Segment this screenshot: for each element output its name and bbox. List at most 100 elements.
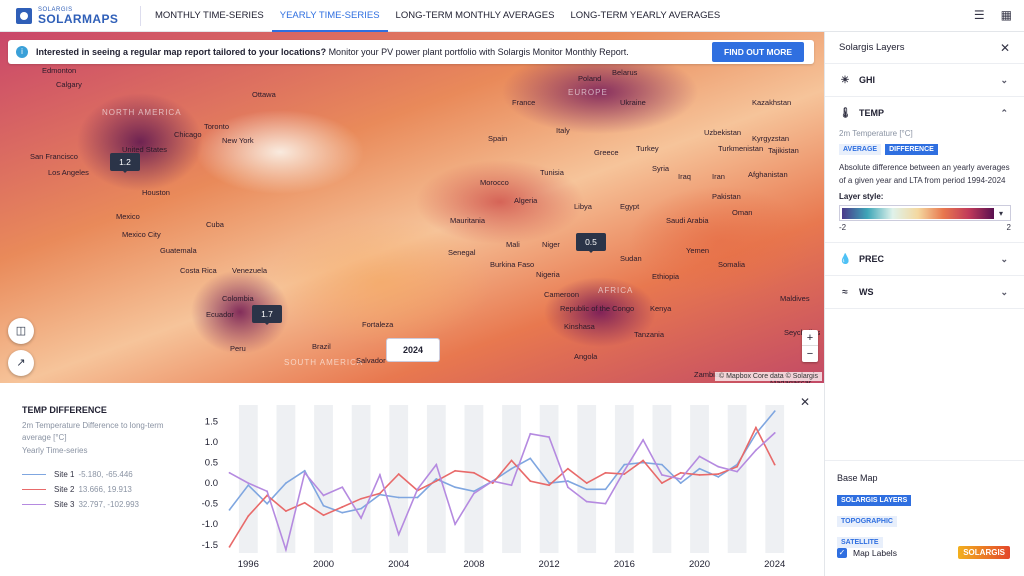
data-point (548, 484, 551, 487)
series-line (228, 425, 776, 548)
map-place-label: AFRICA (598, 286, 634, 295)
average-toggle[interactable]: AVERAGE (839, 144, 882, 155)
data-point (510, 484, 513, 487)
tab-long-term-yearly-averages[interactable]: LONG-TERM YEARLY AVERAGES (570, 9, 721, 21)
tab-yearly-time-series[interactable]: YEARLY TIME-SERIES (271, 0, 388, 32)
time-series-chart[interactable]: -1.5 -1.0 -0.5 0.0 0.5 1.0 1.5 1996 2000 2004 2008… (196, 395, 796, 575)
site-pin-2[interactable]: 0.5 (576, 233, 606, 253)
compare-view-button[interactable]: ◫ (8, 318, 34, 344)
map-place-label: Colombia (222, 294, 254, 303)
data-point (661, 463, 663, 466)
series-line (228, 410, 776, 514)
map[interactable]: Edmonton Calgary NORTH AMERICA Ottawa Toront… (0, 32, 824, 383)
zoom-out-button[interactable]: − (806, 348, 814, 360)
close-sidebar-button[interactable]: ✕ (1000, 41, 1010, 55)
close-panel-button[interactable]: ✕ (800, 395, 810, 409)
year-selector[interactable]: 2024 (386, 338, 440, 362)
map-place-label: Guatemala (160, 246, 197, 255)
chevron-down-icon: ⌄ (1000, 74, 1008, 85)
legend-site-coords: 13.666, 19.913 (78, 485, 132, 494)
legend-item[interactable]: Site 3 32.797, -102.993 (22, 497, 139, 512)
site-pin-1[interactable]: 1.2 (110, 153, 140, 173)
year-band (276, 405, 296, 553)
data-point (435, 478, 438, 480)
info-icon: i (16, 46, 28, 58)
map-place-label: Burkina Faso (490, 260, 535, 269)
y-tick-label: -1.0 (202, 519, 218, 530)
data-point (303, 469, 306, 472)
map-place-label: Brazil (312, 342, 331, 351)
map-place-label: Venezuela (232, 266, 268, 275)
base-map-satellite[interactable]: SATELLITE (837, 537, 883, 548)
map-place-label: Calgary (56, 80, 82, 89)
data-point (642, 439, 645, 441)
x-tick-label: 1996 (238, 559, 259, 570)
logo[interactable]: SOLARGIS SOLARMAPS (16, 7, 134, 25)
layers-icon[interactable]: ☰ (973, 8, 985, 22)
promo-banner: i Interested in seeing a regular map rep… (8, 40, 814, 64)
data-point (322, 494, 325, 497)
map-place-label: Kinshasa (564, 322, 595, 331)
difference-toggle[interactable]: DIFFERENCE (885, 144, 938, 155)
layer-style-label: Layer style: (839, 192, 884, 201)
map-labels-toggle[interactable]: ✓ Map Labels (837, 548, 897, 558)
chart-toggle-button[interactable]: ↗ (8, 350, 34, 376)
panel-title: TEMP DIFFERENCE (22, 405, 107, 415)
map-place-label: Tajikistan (768, 146, 799, 155)
tab-long-term-monthly-averages[interactable]: LONG-TERM MONTHLY AVERAGES (395, 9, 555, 21)
map-place-label: Spain (488, 134, 508, 143)
map-place-label: Algeria (514, 196, 538, 205)
layer-style-select[interactable]: ▾ (839, 205, 1011, 221)
layer-temp-header[interactable]: 🌡 TEMP ⌃ (825, 97, 1024, 129)
map-place-label: Poland (578, 74, 602, 83)
map-place-label: Fortaleza (362, 320, 394, 329)
chart-panel: TEMP DIFFERENCE 2m Temperature Differenc… (0, 383, 824, 576)
map-place-label: Ethiopia (652, 272, 680, 281)
banner-text: Interested in seeing a regular map repor… (36, 47, 629, 57)
layer-ghi-header[interactable]: ☀ GHI ⌄ (825, 64, 1024, 96)
map-place-label: Iran (712, 172, 725, 181)
data-point (585, 488, 588, 491)
data-point (548, 436, 551, 438)
zoom-in-button[interactable]: + (802, 330, 818, 346)
site-pin-3[interactable]: 1.7 (252, 305, 282, 325)
layer-prec-header[interactable]: 💧 PREC ⌄ (825, 243, 1024, 275)
x-tick-label: 2000 (313, 559, 334, 570)
map-place-label: Saudi Arabia (666, 216, 709, 225)
x-tick-label: 2020 (689, 559, 710, 570)
legend-item[interactable]: Site 2 13.666, 19.913 (22, 482, 139, 497)
find-out-more-button[interactable]: FIND OUT MORE (712, 42, 804, 62)
y-tick-label: -0.5 (202, 499, 218, 510)
data-point (303, 501, 306, 504)
layer-label: TEMP (859, 108, 885, 118)
map-place-label: Iraq (678, 172, 691, 181)
data-point (661, 482, 663, 485)
base-map-topographic[interactable]: TOPOGRAPHIC (837, 516, 897, 527)
layer-ws-header[interactable]: ≈ WS ⌄ (825, 276, 1024, 308)
grid-apps-icon[interactable]: ▦ (1000, 8, 1012, 22)
scale-min: -2 (839, 223, 847, 232)
checkbox-checked-icon[interactable]: ✓ (837, 548, 847, 558)
data-point (416, 496, 419, 499)
data-point (379, 473, 381, 476)
top-bar: SOLARGIS SOLARMAPS MONTHLY TIME-SERIES Y… (0, 0, 1024, 32)
data-point (303, 471, 306, 474)
map-place-label: Morocco (480, 178, 509, 187)
data-point (435, 463, 438, 466)
map-place-label: Kazakhstan (752, 98, 792, 107)
data-point (567, 480, 569, 482)
base-map-title: Base Map (837, 473, 878, 483)
map-place-label: Ottawa (252, 90, 276, 99)
solargis-brand-logo[interactable]: SOLARGIS (958, 546, 1010, 559)
map-place-label: Italy (556, 126, 570, 135)
map-place-label: Edmonton (42, 66, 77, 75)
data-point (322, 504, 325, 507)
base-map-solargis-layers[interactable]: SOLARGIS LAYERS (837, 495, 912, 506)
chevron-down-icon: ⌄ (1000, 286, 1008, 297)
legend-item[interactable]: Site 1 -5.180, -65.446 (22, 467, 139, 482)
map-place-label: Greece (594, 148, 619, 157)
data-point (661, 473, 663, 476)
tab-monthly-time-series[interactable]: MONTHLY TIME-SERIES (155, 9, 264, 21)
data-point (755, 432, 757, 435)
divider (140, 5, 141, 26)
